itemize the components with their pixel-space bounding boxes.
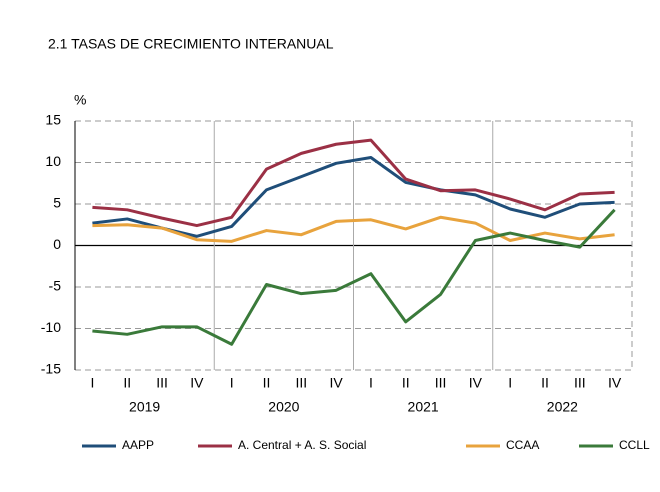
y-tick-label: -5 (49, 278, 62, 294)
x-tick-label: III (435, 375, 447, 391)
year-label: 2020 (268, 399, 299, 415)
x-tick-label: II (123, 375, 131, 391)
y-tick-label: 5 (53, 195, 61, 211)
x-tick-label: II (541, 375, 549, 391)
legend-label: CCAA (506, 438, 539, 452)
x-tick-label: II (402, 375, 410, 391)
x-tick-label: IV (190, 375, 204, 391)
y-axis-label: % (74, 92, 86, 108)
legend-label: AAPP (122, 438, 154, 452)
x-tick-label: I (90, 375, 94, 391)
x-tick-label: IV (329, 375, 343, 391)
x-tick-label: III (574, 375, 586, 391)
x-tick-label: II (263, 375, 271, 391)
x-tick-label: IV (469, 375, 483, 391)
y-tick-label: -15 (41, 361, 61, 377)
year-label: 2022 (547, 399, 578, 415)
y-tick-label: 15 (45, 112, 61, 128)
x-tick-label: I (508, 375, 512, 391)
y-tick-label: 0 (53, 236, 61, 252)
legend-label: A. Central + A. S. Social (238, 438, 366, 452)
x-tick-label: IV (608, 375, 622, 391)
x-tick-label: III (295, 375, 307, 391)
series-line (92, 208, 616, 346)
series-line (92, 138, 615, 228)
legend-label: CCLL (619, 438, 650, 452)
series-line (92, 156, 615, 238)
chart-title: 2.1 TASAS DE CRECIMIENTO INTERANUAL (48, 36, 334, 52)
y-tick-label: -10 (41, 319, 61, 335)
x-tick-label: I (369, 375, 373, 391)
x-tick-label: III (156, 375, 168, 391)
year-label: 2021 (408, 399, 439, 415)
y-tick-label: 10 (45, 153, 61, 169)
year-label: 2019 (129, 399, 160, 415)
x-tick-label: I (230, 375, 234, 391)
